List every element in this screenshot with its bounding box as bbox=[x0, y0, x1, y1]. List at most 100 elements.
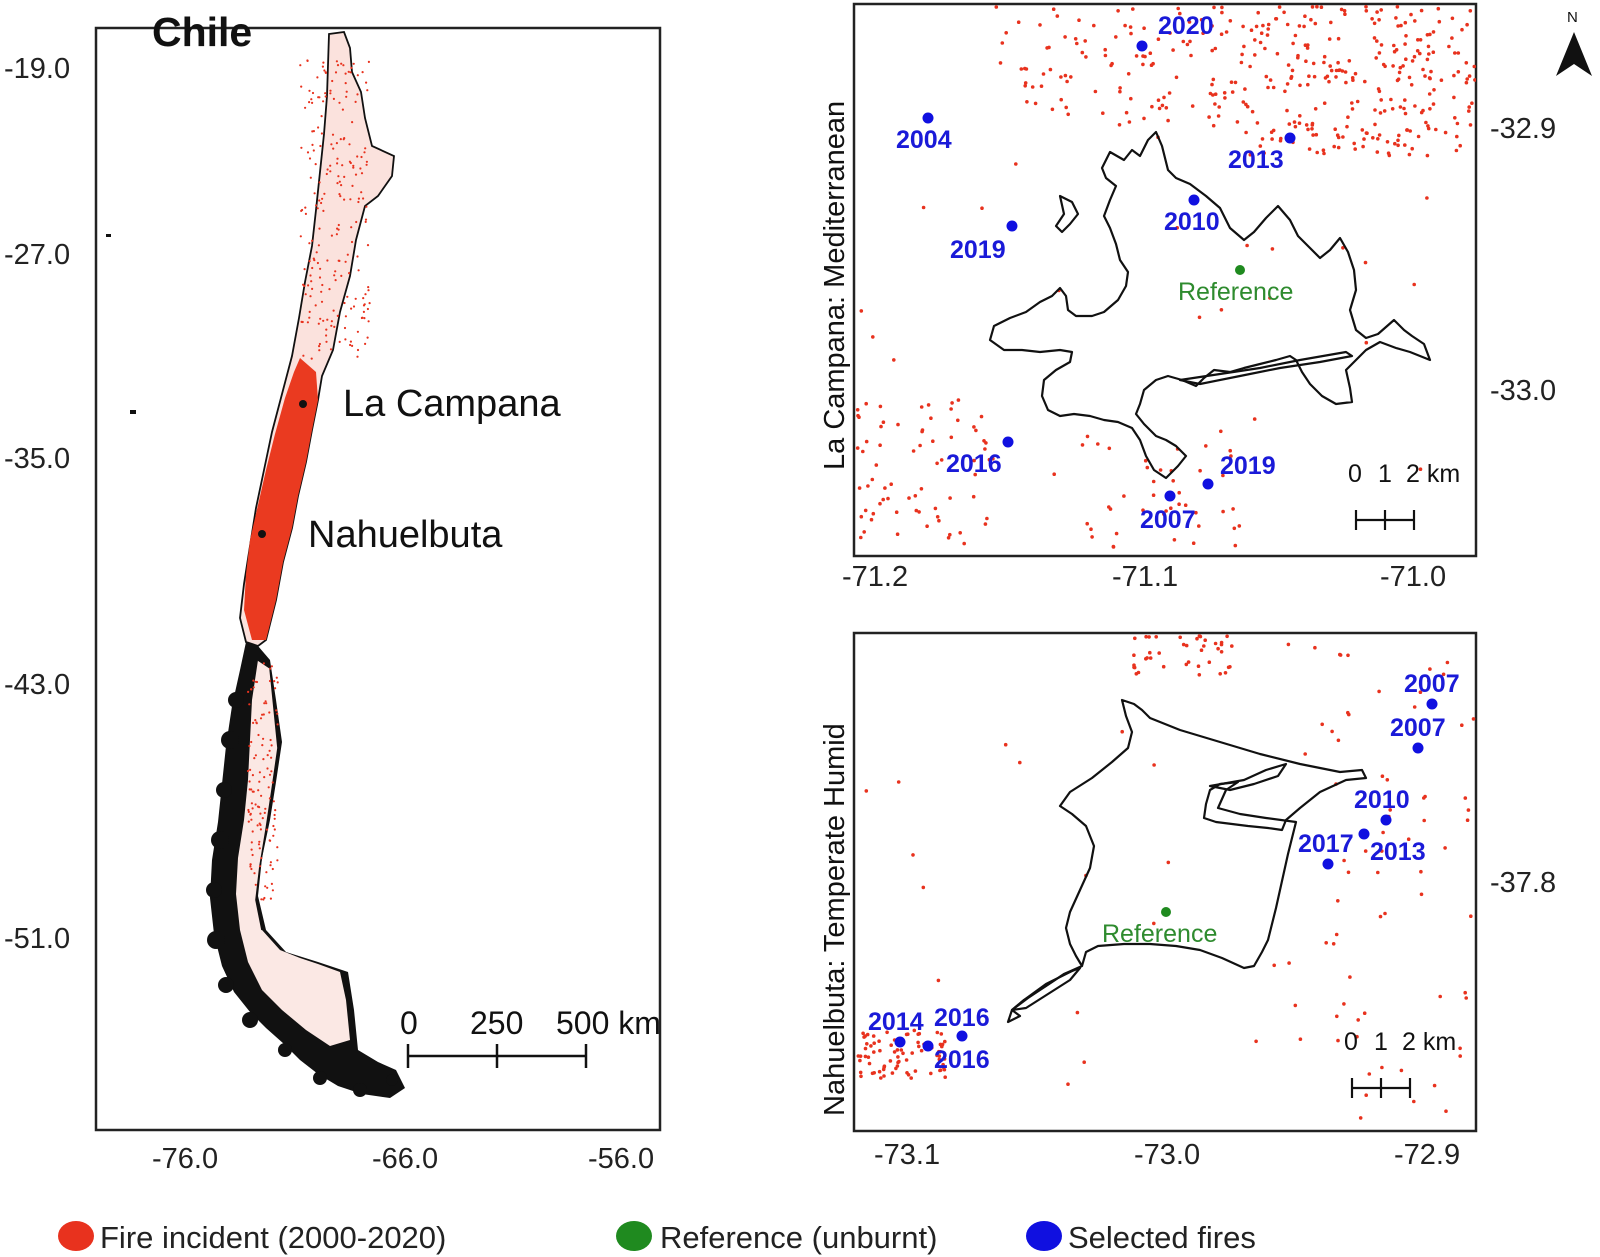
fire-dot bbox=[1164, 106, 1169, 110]
fire-dot bbox=[1118, 86, 1122, 90]
fire-dot bbox=[1375, 10, 1379, 14]
legend-selected-swatch bbox=[1026, 1221, 1062, 1251]
fire-dot bbox=[254, 719, 257, 722]
fire-dot bbox=[1373, 122, 1377, 127]
fire-dot bbox=[344, 338, 347, 341]
fire-dot bbox=[1109, 63, 1113, 68]
fire-dot bbox=[348, 143, 351, 146]
fire-dot bbox=[1261, 23, 1265, 28]
fire-dot bbox=[311, 287, 314, 290]
fire-dot bbox=[1197, 524, 1201, 528]
fire-dot bbox=[1325, 74, 1330, 79]
fire-dot bbox=[1339, 7, 1344, 12]
nahuelbuta-boundary bbox=[1006, 698, 1368, 1024]
legend-fire-label: Fire incident (2000-2020) bbox=[100, 1220, 446, 1255]
fire-dot bbox=[1092, 23, 1096, 28]
fire-dot bbox=[1431, 50, 1436, 54]
fire-dot bbox=[332, 97, 335, 100]
fire-dot bbox=[269, 864, 272, 867]
fire-dot bbox=[1023, 84, 1027, 88]
fire-dot bbox=[863, 508, 868, 513]
fire-dot bbox=[1151, 61, 1155, 66]
fire-dot bbox=[858, 1054, 863, 1058]
fire-dot bbox=[870, 477, 875, 482]
fire-dot bbox=[1315, 4, 1319, 9]
fire-dot bbox=[1425, 196, 1429, 200]
fire-dot bbox=[330, 320, 333, 323]
fire-dot bbox=[1287, 961, 1291, 965]
fire-dot bbox=[308, 89, 311, 92]
fire-dot bbox=[306, 321, 309, 324]
fire-dot bbox=[344, 315, 347, 318]
fire-dot bbox=[1426, 44, 1431, 49]
fire-dot bbox=[907, 496, 911, 500]
fire-dot bbox=[869, 517, 874, 522]
fire-dot bbox=[878, 1048, 882, 1053]
chile-fire-dense-zone bbox=[244, 358, 318, 640]
fire-dot bbox=[275, 676, 278, 679]
inset-nahuelbuta: 2007 2007 2010 2017 2013 2014 2016 2016 … bbox=[819, 631, 1556, 1171]
fire-dot bbox=[1379, 98, 1383, 102]
fire-dot bbox=[1218, 672, 1222, 676]
fire-dot bbox=[1416, 134, 1421, 139]
coastal-islands bbox=[206, 692, 398, 1097]
fire-dot bbox=[343, 175, 346, 178]
fire-dot bbox=[935, 1030, 940, 1035]
fire-dot bbox=[1175, 226, 1179, 230]
north-label: N bbox=[1567, 9, 1578, 26]
fire-dot bbox=[895, 532, 900, 536]
fire-dot bbox=[983, 447, 987, 451]
fire-dot bbox=[325, 172, 328, 176]
fire-dot bbox=[316, 261, 319, 265]
fire-dot bbox=[1222, 91, 1227, 95]
fire-dot bbox=[265, 702, 268, 705]
fire-dot bbox=[247, 820, 250, 823]
fire-dot bbox=[255, 721, 258, 724]
fire-dot bbox=[1221, 473, 1225, 478]
fire-dot bbox=[1428, 667, 1432, 671]
fire-dot bbox=[259, 812, 262, 815]
fire-dot bbox=[1431, 102, 1436, 106]
fire-dot bbox=[1213, 46, 1218, 51]
fire-dot bbox=[937, 1054, 942, 1058]
legend-reference-swatch bbox=[616, 1221, 652, 1251]
fire-dot bbox=[1233, 543, 1238, 548]
fire-dot bbox=[321, 283, 324, 287]
fire-dot bbox=[321, 197, 324, 200]
fire-dot bbox=[1385, 140, 1390, 144]
fire-dot bbox=[352, 166, 355, 169]
fire-dot bbox=[882, 1064, 887, 1068]
fire-dot bbox=[1310, 123, 1315, 127]
fire-dot bbox=[320, 290, 323, 293]
fire-dot bbox=[1361, 144, 1365, 149]
fire-dot bbox=[340, 274, 343, 277]
fire-dot bbox=[1310, 127, 1314, 131]
fire-dot bbox=[314, 304, 317, 307]
fire-dot bbox=[1394, 48, 1399, 52]
fire-dot bbox=[251, 853, 254, 857]
fire-dot bbox=[361, 71, 364, 74]
fire-dot bbox=[921, 205, 926, 210]
fire-dot bbox=[1271, 85, 1276, 90]
fire-dot bbox=[1403, 42, 1407, 46]
fire-dot bbox=[1352, 141, 1356, 146]
fire-dot bbox=[1334, 75, 1338, 79]
fire-dot bbox=[308, 260, 311, 263]
fire-dot bbox=[1142, 116, 1146, 121]
fire-dot bbox=[1432, 1083, 1437, 1088]
fire-dot bbox=[870, 1071, 875, 1076]
fire-dot bbox=[1176, 6, 1180, 11]
x-tick: -71.0 bbox=[1380, 561, 1446, 593]
fire-dot bbox=[1378, 914, 1383, 919]
fire-dot bbox=[1069, 75, 1073, 79]
fire-dot bbox=[268, 679, 272, 683]
fire-dot bbox=[1429, 69, 1433, 74]
fire-dot bbox=[1407, 75, 1412, 80]
fire-dot bbox=[276, 712, 279, 715]
fire-dot bbox=[1250, 109, 1255, 114]
fire-dot bbox=[306, 59, 309, 62]
fire-dot bbox=[1127, 120, 1132, 124]
fire-dot bbox=[1230, 644, 1234, 648]
fire-dot bbox=[1396, 24, 1400, 28]
fire-dot bbox=[349, 343, 352, 347]
